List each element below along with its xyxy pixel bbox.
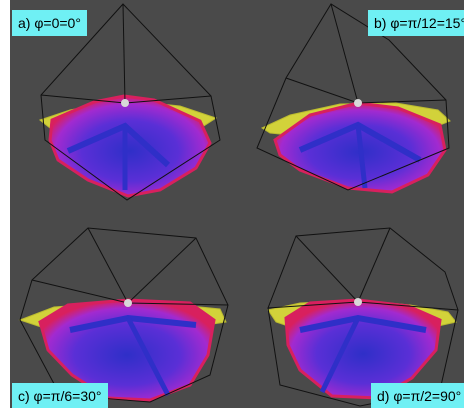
panel-b (256, 3, 451, 194)
core-edge (355, 124, 368, 189)
wireframe-edge (295, 235, 359, 303)
panel-c (18, 227, 229, 403)
panel-label-c: c) φ=π/6=30° (12, 383, 108, 408)
core-edge (125, 316, 171, 397)
apex-marker (354, 298, 362, 306)
panel-label-b: b) φ=π/12=15° (368, 10, 464, 36)
wireframe-edge (122, 3, 126, 104)
panel-d (267, 227, 459, 407)
wireframe-edge (330, 3, 359, 104)
wireframe-edges (285, 77, 447, 104)
wireframe-edge (127, 237, 197, 304)
wireframe-box (19, 227, 229, 403)
wireframe-box (256, 3, 450, 191)
apex-marker (121, 99, 129, 107)
visualization-canvas (10, 0, 464, 408)
wireframe-edge (87, 227, 129, 304)
visualization-solid (48, 94, 212, 198)
wireframe-edge (357, 227, 391, 303)
core-edge (319, 316, 361, 394)
panel-a (38, 3, 221, 201)
panel-label-a: a) φ=0=0° (12, 10, 87, 36)
apex-marker (124, 299, 132, 307)
panel-label-d: d) φ=π/2=90° (371, 383, 464, 408)
apex-marker (354, 99, 362, 107)
